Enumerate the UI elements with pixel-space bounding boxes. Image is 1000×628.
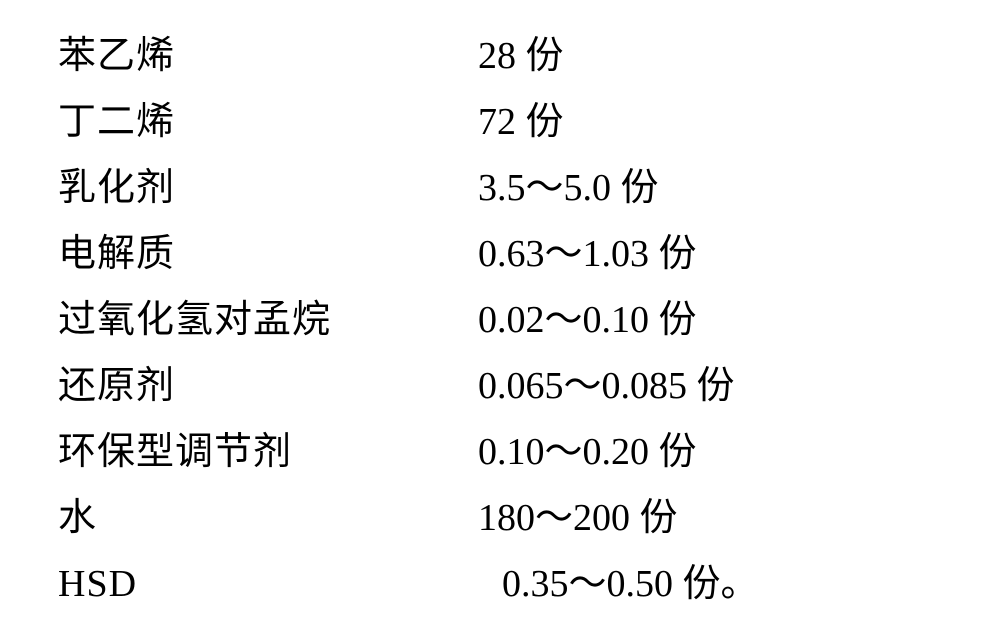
amount-cell: 0.02～0.10 份 <box>478 288 950 343</box>
table-row: 环保型调节剂 0.10～0.20 份 <box>58 420 950 486</box>
table-row: 乳化剂 3.5～5.0 份 <box>58 156 950 222</box>
ingredient-label: 还原剂 <box>58 354 478 409</box>
table-row: 还原剂 0.065～0.085 份 <box>58 354 950 420</box>
amount-cell: 72 份 <box>478 90 950 145</box>
row-punct: 。 <box>721 552 759 607</box>
amount-value: 28 <box>478 34 516 78</box>
amount-unit: 份 <box>526 24 564 79</box>
amount-value: 72 <box>478 100 516 144</box>
amount-unit: 份 <box>659 288 697 343</box>
amount-cell: 28 份 <box>478 24 950 79</box>
ingredient-label: 过氧化氢对孟烷 <box>58 288 478 343</box>
ingredient-label: 水 <box>58 486 478 541</box>
ingredient-label: 乳化剂 <box>58 156 478 211</box>
amount-cell: 0.35～0.50 份。 <box>478 552 950 607</box>
table-row: 丁二烯 72 份 <box>58 90 950 156</box>
amount-unit: 份 <box>526 90 564 145</box>
amount-cell: 0.065～0.085 份 <box>478 354 950 409</box>
table-row: 过氧化氢对孟烷 0.02～0.10 份 <box>58 288 950 354</box>
amount-value: 180～200 <box>478 486 630 541</box>
amount-value: 0.02～0.10 <box>478 288 649 343</box>
table-row: 电解质 0.63～1.03 份 <box>58 222 950 288</box>
table-row: 苯乙烯 28 份 <box>58 24 950 90</box>
amount-unit: 份 <box>659 222 697 277</box>
amount-value: 3.5～5.0 <box>478 156 611 211</box>
amount-unit: 份 <box>621 156 659 211</box>
amount-cell: 0.10～0.20 份 <box>478 420 950 475</box>
amount-cell: 3.5～5.0 份 <box>478 156 950 211</box>
amount-unit: 份 <box>640 486 678 541</box>
amount-value: 0.065～0.085 <box>478 354 687 409</box>
ingredient-table: 苯乙烯 28 份 丁二烯 72 份 乳化剂 3.5～5.0 份 电解质 0.63… <box>0 0 1000 618</box>
ingredient-label: HSD <box>58 562 478 606</box>
ingredient-label: 环保型调节剂 <box>58 420 478 475</box>
table-row: HSD 0.35～0.50 份。 <box>58 552 950 618</box>
amount-unit: 份 <box>659 420 697 475</box>
table-row: 水 180～200 份 <box>58 486 950 552</box>
ingredient-label: 苯乙烯 <box>58 24 478 79</box>
amount-value: 0.10～0.20 <box>478 420 649 475</box>
ingredient-label: 丁二烯 <box>58 90 478 145</box>
amount-unit: 份 <box>683 552 721 607</box>
amount-value: 0.35～0.50 <box>502 552 673 607</box>
amount-cell: 0.63～1.03 份 <box>478 222 950 277</box>
amount-value: 0.63～1.03 <box>478 222 649 277</box>
amount-unit: 份 <box>697 354 735 409</box>
amount-cell: 180～200 份 <box>478 486 950 541</box>
ingredient-label: 电解质 <box>58 222 478 277</box>
